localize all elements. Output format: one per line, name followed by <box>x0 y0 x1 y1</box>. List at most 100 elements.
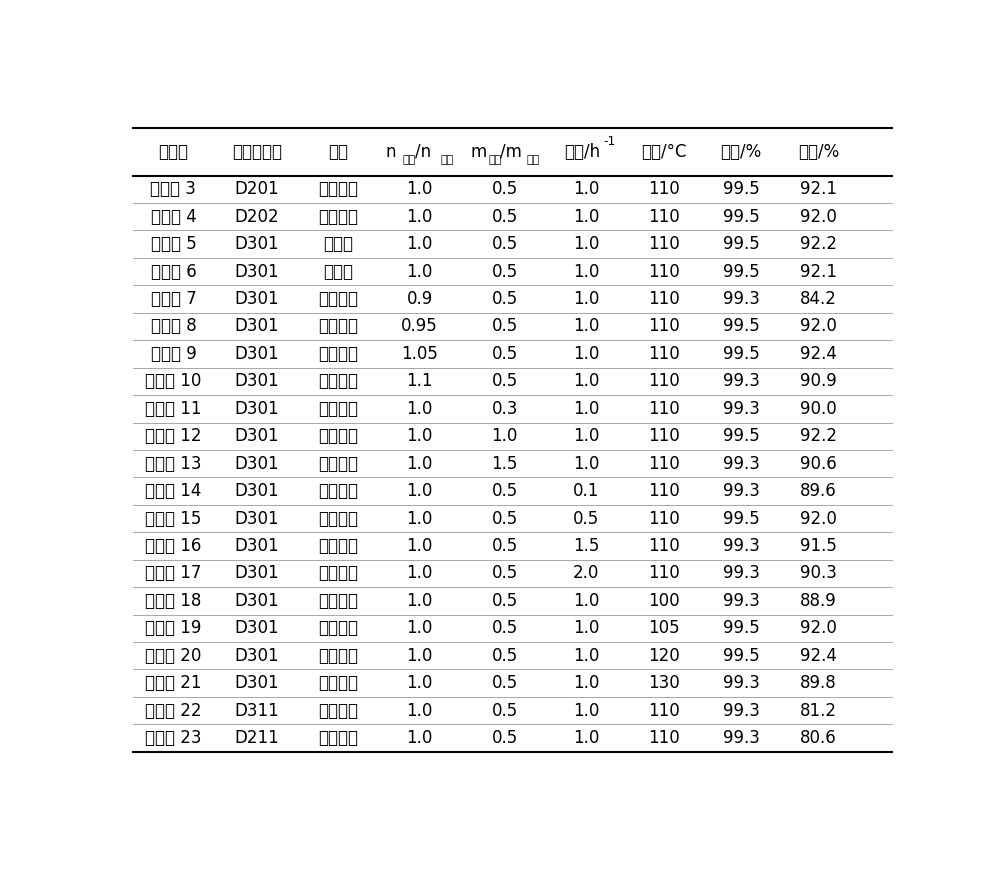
Text: 1.0: 1.0 <box>573 317 599 336</box>
Text: m: m <box>471 143 493 160</box>
Text: 实施例 22: 实施例 22 <box>145 701 202 720</box>
Text: 1.0: 1.0 <box>573 180 599 199</box>
Text: 99.5: 99.5 <box>723 647 760 665</box>
Text: 0.5: 0.5 <box>492 235 518 253</box>
Text: 99.5: 99.5 <box>723 427 760 446</box>
Text: 110: 110 <box>648 208 680 225</box>
Text: 1.0: 1.0 <box>573 235 599 253</box>
Text: 110: 110 <box>648 235 680 253</box>
Text: 92.1: 92.1 <box>800 263 837 281</box>
Text: 110: 110 <box>648 482 680 500</box>
Text: 1.0: 1.0 <box>406 510 433 527</box>
Text: 1.0: 1.0 <box>406 701 433 720</box>
Text: D301: D301 <box>234 592 279 610</box>
Text: 99.5: 99.5 <box>723 510 760 527</box>
Text: 1.0: 1.0 <box>406 674 433 692</box>
Text: D301: D301 <box>234 400 279 418</box>
Text: 130: 130 <box>648 674 680 692</box>
Text: D201: D201 <box>234 180 279 199</box>
Text: D311: D311 <box>234 701 279 720</box>
Text: 0.5: 0.5 <box>492 729 518 748</box>
Text: 110: 110 <box>648 454 680 473</box>
Text: 0.5: 0.5 <box>492 345 518 363</box>
Text: 1.0: 1.0 <box>573 427 599 446</box>
Text: 二苯甲酮: 二苯甲酮 <box>318 454 358 473</box>
Text: 1.0: 1.0 <box>406 619 433 637</box>
Text: 实施例 16: 实施例 16 <box>145 537 202 555</box>
Text: 110: 110 <box>648 729 680 748</box>
Text: 90.6: 90.6 <box>800 454 837 473</box>
Text: 实施例 7: 实施例 7 <box>151 290 196 308</box>
Text: 溶剂: 溶剂 <box>488 155 501 166</box>
Text: 1.0: 1.0 <box>573 647 599 665</box>
Text: D301: D301 <box>234 290 279 308</box>
Text: 0.5: 0.5 <box>573 510 599 527</box>
Text: 1.0: 1.0 <box>573 729 599 748</box>
Text: 92.4: 92.4 <box>800 345 837 363</box>
Text: 实施例 11: 实施例 11 <box>145 400 202 418</box>
Text: 99.3: 99.3 <box>723 400 760 418</box>
Text: 0.95: 0.95 <box>401 317 438 336</box>
Text: 二苯甲酮: 二苯甲酮 <box>318 564 358 583</box>
Text: 二苯甲酮: 二苯甲酮 <box>318 180 358 199</box>
Text: 110: 110 <box>648 510 680 527</box>
Text: 实施例 13: 实施例 13 <box>145 454 202 473</box>
Text: D301: D301 <box>234 674 279 692</box>
Text: 2.0: 2.0 <box>573 564 599 583</box>
Text: 实施例 4: 实施例 4 <box>151 208 196 225</box>
Text: 温度/°C: 温度/°C <box>641 143 686 160</box>
Text: 80.6: 80.6 <box>800 729 837 748</box>
Text: D301: D301 <box>234 537 279 555</box>
Text: 0.5: 0.5 <box>492 208 518 225</box>
Text: 1.1: 1.1 <box>406 372 433 390</box>
Text: 90.0: 90.0 <box>800 400 837 418</box>
Text: 92.0: 92.0 <box>800 619 837 637</box>
Text: 二苯甲酮: 二苯甲酮 <box>318 482 358 500</box>
Text: 1.0: 1.0 <box>406 235 433 253</box>
Text: 110: 110 <box>648 290 680 308</box>
Text: D301: D301 <box>234 564 279 583</box>
Text: 0.5: 0.5 <box>492 290 518 308</box>
Text: 实施例 8: 实施例 8 <box>151 317 196 336</box>
Text: 二酮: 二酮 <box>441 155 454 166</box>
Text: 91.5: 91.5 <box>800 537 837 555</box>
Text: 二苯甲酮: 二苯甲酮 <box>318 400 358 418</box>
Text: 十八烷: 十八烷 <box>323 235 353 253</box>
Text: 110: 110 <box>648 317 680 336</box>
Text: 0.5: 0.5 <box>492 647 518 665</box>
Text: D301: D301 <box>234 482 279 500</box>
Text: 90.9: 90.9 <box>800 372 837 390</box>
Text: 99.3: 99.3 <box>723 729 760 748</box>
Text: D211: D211 <box>234 729 279 748</box>
Text: D301: D301 <box>234 235 279 253</box>
Text: 1.0: 1.0 <box>406 454 433 473</box>
Text: 99.5: 99.5 <box>723 263 760 281</box>
Text: 1.0: 1.0 <box>573 208 599 225</box>
Text: 99.5: 99.5 <box>723 208 760 225</box>
Text: 二苯甲酮: 二苯甲酮 <box>318 372 358 390</box>
Text: 1.0: 1.0 <box>573 701 599 720</box>
Text: 二苯甲酮: 二苯甲酮 <box>318 537 358 555</box>
Text: 0.5: 0.5 <box>492 619 518 637</box>
Text: 二苯甲酮: 二苯甲酮 <box>318 674 358 692</box>
Text: 二苯甲酮: 二苯甲酮 <box>318 619 358 637</box>
Text: 89.8: 89.8 <box>800 674 837 692</box>
Text: 实施例 6: 实施例 6 <box>151 263 196 281</box>
Text: 1.0: 1.0 <box>573 454 599 473</box>
Text: 实施例: 实施例 <box>158 143 188 160</box>
Text: D301: D301 <box>234 510 279 527</box>
Text: 二苯甲酮: 二苯甲酮 <box>318 208 358 225</box>
Text: 实施例 12: 实施例 12 <box>145 427 202 446</box>
Text: 0.5: 0.5 <box>492 482 518 500</box>
Text: D301: D301 <box>234 619 279 637</box>
Text: 实施例 23: 实施例 23 <box>145 729 202 748</box>
Text: 92.0: 92.0 <box>800 208 837 225</box>
Text: 110: 110 <box>648 701 680 720</box>
Text: 实施例 9: 实施例 9 <box>151 345 196 363</box>
Text: 1.0: 1.0 <box>573 345 599 363</box>
Text: 105: 105 <box>648 619 679 637</box>
Text: D202: D202 <box>234 208 279 225</box>
Text: 1.0: 1.0 <box>406 592 433 610</box>
Text: 110: 110 <box>648 372 680 390</box>
Text: 99.5: 99.5 <box>723 345 760 363</box>
